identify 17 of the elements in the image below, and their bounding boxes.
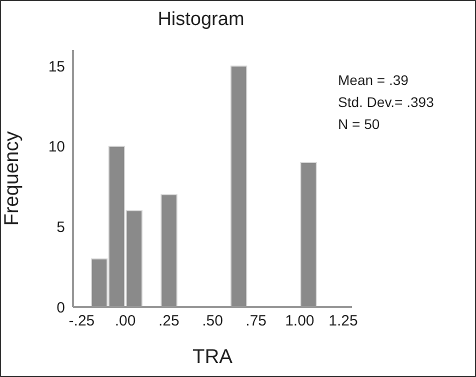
x-tick-label: 1.00 (285, 312, 314, 330)
y-tick-label: 5 (56, 219, 65, 236)
annotation: Mean = .39 (338, 71, 410, 90)
x-tick-label: .25 (158, 312, 180, 330)
y-tick-label: 0 (56, 299, 65, 316)
x-axis-title: TRA (192, 346, 234, 368)
y-tick-label: 15 (48, 58, 65, 76)
x-tick-label: 1.25 (328, 312, 358, 330)
x-tick-label: -.25 (68, 312, 95, 330)
y-axis-title: Frequency (1, 131, 24, 226)
x-tick-label: .50 (202, 312, 223, 330)
x-tick-label: .00 (114, 312, 136, 330)
chart-title: Histogram (156, 9, 246, 31)
y-tick-label: 10 (48, 138, 65, 156)
x-tick-label: .75 (246, 312, 267, 330)
annotation: N = 50 (338, 115, 381, 134)
annotation: Std. Dev.= .393 (338, 93, 434, 112)
